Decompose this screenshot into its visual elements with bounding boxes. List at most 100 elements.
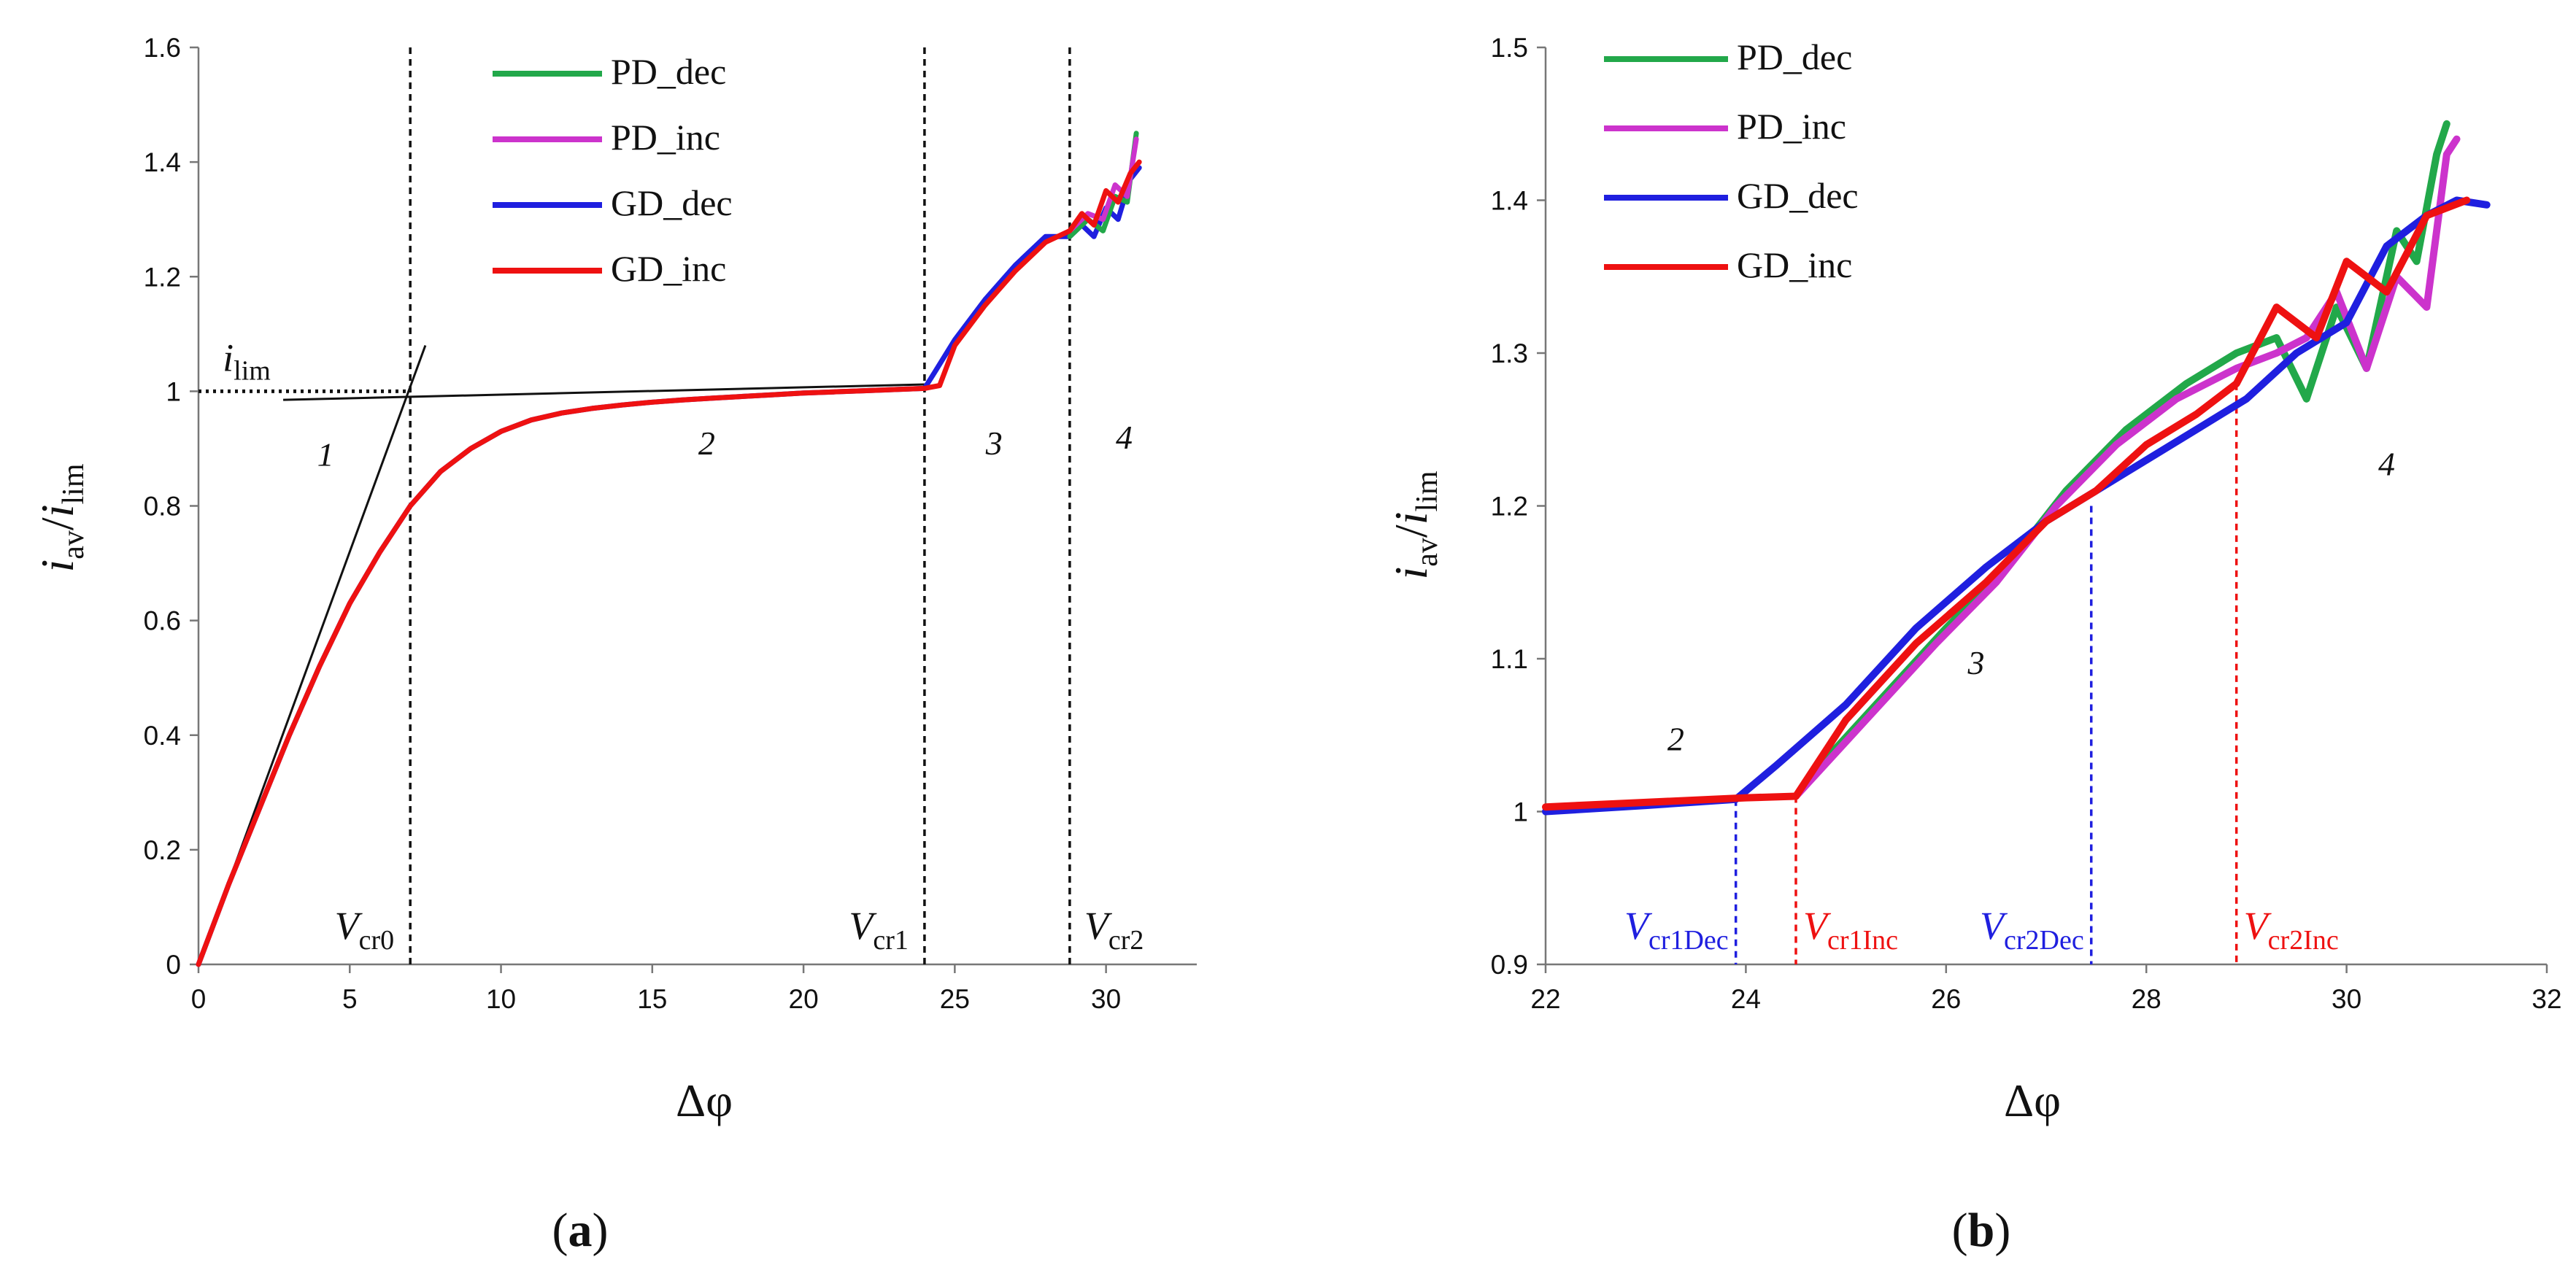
panel-a-y-tick-label: 1.2 (144, 262, 181, 292)
panel-a-y-axis-label: iav/ilim (31, 463, 90, 572)
panel-b-axes: 22 24 26 28 30 320.911.11.21.31.41.5 (1491, 33, 2562, 1014)
panel-b-x-tick-label: 22 (1530, 984, 1560, 1014)
panel-a-vline-label-cr1: Vcr1 (849, 904, 909, 956)
panel-b-legend-label-gd-dec: GD_dec (1737, 175, 1859, 216)
panel-b-ylabel-den: i (1385, 512, 1437, 525)
panel-a-vline-label-cr0: Vcr0 (335, 904, 395, 956)
panel-b-y-tick-label: 1 (1513, 797, 1528, 827)
panel-b-y-tick-label: 1.2 (1491, 492, 1528, 522)
panel-a-y-tick-label: 0.2 (144, 835, 181, 865)
ilim-label-sub: lim (234, 355, 271, 386)
vline-label-sub: cr1Dec (1648, 925, 1729, 956)
vline-label-main: V (335, 904, 363, 948)
vline-label-main: V (849, 904, 877, 948)
panel-a: 0 5 10 15 20 25 30 0 0.2 0.4 0.6 0.8 1 1.2 1.4 1.6 Vcr0… (31, 33, 1197, 1257)
panel-a-axes: 0 5 10 15 20 25 30 0 0.2 0.4 0.6 0.8 1 1.2 1.4 1.6 (144, 33, 1197, 1014)
panel-b-x-tick-label: 28 (2132, 984, 2162, 1014)
panel-b-x-axis-label: Δφ (2004, 1075, 2061, 1126)
panel-a-region-label: 1 (317, 436, 334, 473)
panel-b-x-tick-label: 24 (1731, 984, 1761, 1014)
panel-a-y-tick-label: 1 (166, 376, 181, 406)
vline-label-main: V (1980, 904, 2008, 948)
panel-a-x-tick-label: 0 (191, 984, 207, 1014)
vline-label-main: V (1624, 904, 1653, 948)
panel-b-series-gd-dec (1542, 196, 2491, 816)
panel-a-x-tick-label: 5 (342, 984, 358, 1014)
vline-label-sub: cr1Inc (1827, 925, 1898, 956)
panel-b-ylabel-den-sub: lim (1411, 471, 1444, 511)
vline-label-sub: cr2Dec (2004, 925, 2084, 956)
panel-a-y-tick-label: 1.4 (144, 147, 181, 177)
panel-a-ylabel-den: i (31, 505, 83, 518)
panel-b-caption: (b) (1952, 1204, 2011, 1257)
panel-a-x-tick-label: 25 (940, 984, 970, 1014)
panel-a-legend-label-pd-dec: PD_dec (611, 51, 726, 92)
panel-b-series-pd-inc (1792, 135, 2461, 800)
vline-label-sub: cr1 (873, 925, 909, 956)
panel-b-y-tick-label: 1.3 (1491, 338, 1528, 368)
panel-a-region-label: 2 (698, 425, 715, 462)
panel-b-legend-label-pd-inc: PD_inc (1737, 106, 1846, 147)
panel-a-tangent-line (283, 383, 925, 401)
panel-b-ylabel-main-sub: av (1411, 538, 1444, 567)
panel-b-x-tick-label: 30 (2332, 984, 2361, 1014)
panel-b-region-label: 2 (1667, 721, 1684, 758)
panel-b-region-label: 4 (2378, 446, 2395, 483)
panel-b-region-label: 3 (1967, 644, 1984, 681)
panel-a-vline-label-cr2: Vcr2 (1084, 904, 1144, 956)
panel-b-y-tick-label: 1.5 (1491, 33, 1528, 63)
panel-a-legend-label-gd-inc: GD_inc (611, 248, 726, 289)
panel-b-y-tick-label: 1.4 (1491, 186, 1528, 216)
panel-b-ylabel-main: i (1385, 567, 1437, 580)
panel-b: 22 24 26 28 30 320.911.11.21.31.41.5 Vcr1Dec V… (1385, 33, 2562, 1257)
panel-a-ilim-label: ilim (223, 336, 271, 386)
panel-b-vline-label-cr1Inc: Vcr1Inc (1803, 904, 1898, 956)
panel-a-ylabel-main-sub: av (57, 530, 90, 560)
panel-a-ylabel-slash: / (31, 517, 83, 530)
panel-b-ylabel-slash: / (1385, 525, 1437, 538)
panel-a-x-tick-label: 20 (789, 984, 819, 1014)
panel-b-x-tick-label: 32 (2531, 984, 2561, 1014)
panel-b-legend: PD_dec PD_inc GD_dec GD_inc (1604, 36, 1859, 285)
panel-b-vline-label-cr1Dec: Vcr1Dec (1624, 904, 1729, 956)
panel-a-series-gd-inc (196, 159, 1142, 967)
vline-label-sub: cr2Inc (2268, 925, 2339, 956)
panel-b-series-gd-inc (1542, 196, 2471, 811)
panel-a-region-label: 4 (1116, 419, 1133, 456)
panel-a-legend: PD_dec PD_inc GD_dec GD_inc (493, 51, 733, 289)
panel-b-legend-label-gd-inc: GD_inc (1737, 244, 1852, 285)
vline-label-sub: cr0 (359, 925, 395, 956)
panel-b-legend-label-pd-dec: PD_dec (1737, 36, 1852, 77)
panel-b-caption-letter: b (1968, 1204, 1995, 1257)
panel-a-y-tick-label: 1.6 (144, 33, 181, 63)
vline-label-main: V (1803, 904, 1832, 948)
panel-a-x-tick-label: 30 (1091, 984, 1121, 1014)
panel-a-x-axis-label: Δφ (676, 1075, 733, 1126)
panel-b-y-tick-label: 0.9 (1491, 950, 1528, 980)
panel-a-y-tick-label: 0.6 (144, 606, 181, 636)
panel-b-y-axis-label: iav/ilim (1385, 471, 1444, 579)
panel-a-y-tick-label: 0 (166, 950, 181, 980)
panel-a-caption-letter: a (568, 1204, 593, 1257)
vline-label-main: V (2244, 904, 2272, 948)
panel-a-x-tick-label: 15 (637, 984, 667, 1014)
panel-a-x-tick-label: 10 (486, 984, 516, 1014)
panel-a-y-tick-label: 0.8 (144, 492, 181, 522)
panel-b-y-tick-label: 1.1 (1491, 644, 1528, 674)
panel-a-y-tick-label: 0.4 (144, 721, 181, 751)
panel-b-vline-label-cr2Inc: Vcr2Inc (2244, 904, 2339, 956)
ilim-label-main: i (223, 336, 234, 379)
vline-label-main: V (1084, 904, 1113, 948)
panel-a-legend-label-pd-inc: PD_inc (611, 117, 720, 158)
panel-a-region-label: 3 (985, 425, 1003, 462)
panel-b-x-tick-label: 26 (1931, 984, 1961, 1014)
vline-label-sub: cr2 (1108, 925, 1144, 956)
panel-b-vline-label-cr2Dec: Vcr2Dec (1980, 904, 2084, 956)
panel-a-ylabel-den-sub: lim (57, 463, 90, 504)
panel-a-legend-label-gd-dec: GD_dec (611, 182, 733, 223)
panel-a-caption: (a) (552, 1204, 609, 1257)
panel-a-ylabel-main: i (31, 560, 83, 573)
